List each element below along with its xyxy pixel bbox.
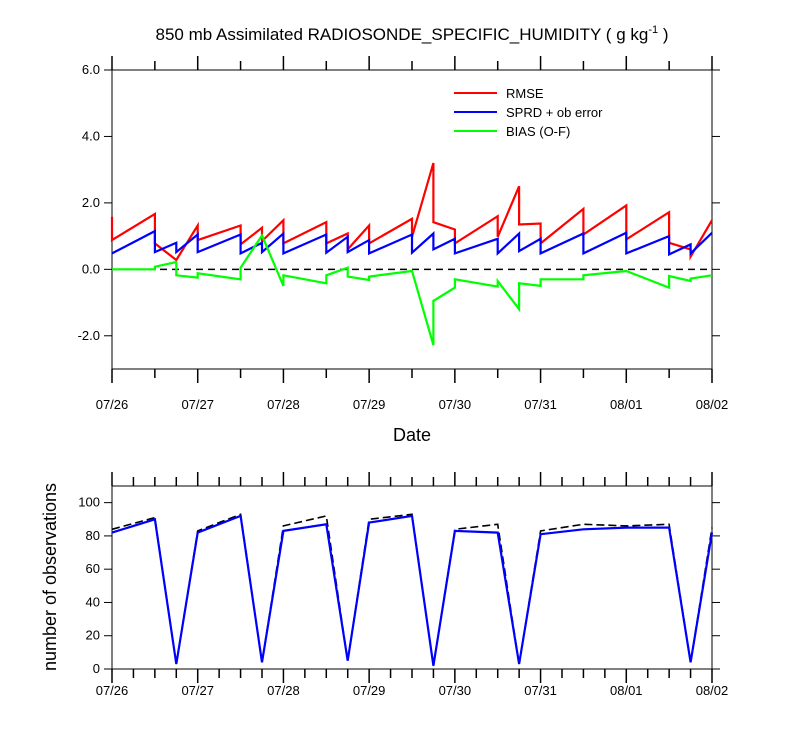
series-line-rmse [110,162,713,262]
chart-title-superscript: -1 [648,24,658,36]
x-tick-label: 08/02 [696,683,729,698]
legend-label: SPRD + ob error [506,105,603,120]
x-tick-label: 07/27 [181,397,214,412]
x-tick-label: 08/01 [610,397,643,412]
y-tick-label: 0 [93,661,100,676]
x-tick-label: 07/29 [353,397,386,412]
series-line-observations-possible [111,513,713,666]
y-tick-label: 2.0 [82,195,100,210]
y-tick-label: 20 [86,628,100,643]
legend-label: BIAS (O-F) [506,124,570,139]
chart-title-main: 850 mb Assimilated RADIOSONDE_SPECIFIC_H… [156,25,649,44]
y-axis-title-observations: number of observations [40,483,60,671]
y-tick-label: 80 [86,528,100,543]
chart-title: 850 mb Assimilated RADIOSONDE_SPECIFIC_H… [156,24,669,44]
y-tick-label: -2.0 [78,328,100,343]
y-tick-label: 0.0 [82,261,100,276]
x-tick-label: 08/01 [610,683,643,698]
series-line-sprd-ob-error [111,229,713,257]
bottom-plot-area: 0 20 40 60 80 100 07/26 07/27 07/28 07/29 07/30 07/… [78,472,728,698]
x-tick-label: 07/26 [96,397,129,412]
x-tick-label: 07/26 [96,683,129,698]
x-tick-label: 07/31 [524,683,557,698]
y-tick-label: 40 [86,594,100,609]
y-tick-label: 60 [86,561,100,576]
series-line-observations-assimilated [111,514,714,666]
x-tick-label: 07/30 [439,397,472,412]
y-tick-label: 4.0 [82,128,100,143]
series-line-bias-o-f [112,233,713,346]
chart-title-suffix: ) [658,25,668,44]
x-tick-label: 07/30 [439,683,472,698]
x-tick-label: 07/27 [181,683,214,698]
x-tick-label: 07/31 [524,397,557,412]
plot-frame [111,485,713,670]
top-plot-area: -2.0 0.0 2.0 4.0 6.0 07/26 07/27 07/28 07/29 07/3… [78,56,729,412]
x-tick-label: 07/28 [267,397,300,412]
x-tick-label: 08/02 [696,397,729,412]
y-tick-label: 100 [78,495,100,510]
x-tick-label: 07/28 [267,683,300,698]
y-tick-label: 6.0 [82,62,100,77]
legend-label: RMSE [506,86,544,101]
x-tick-label: 07/29 [353,683,386,698]
x-axis-title: Date [393,425,431,445]
